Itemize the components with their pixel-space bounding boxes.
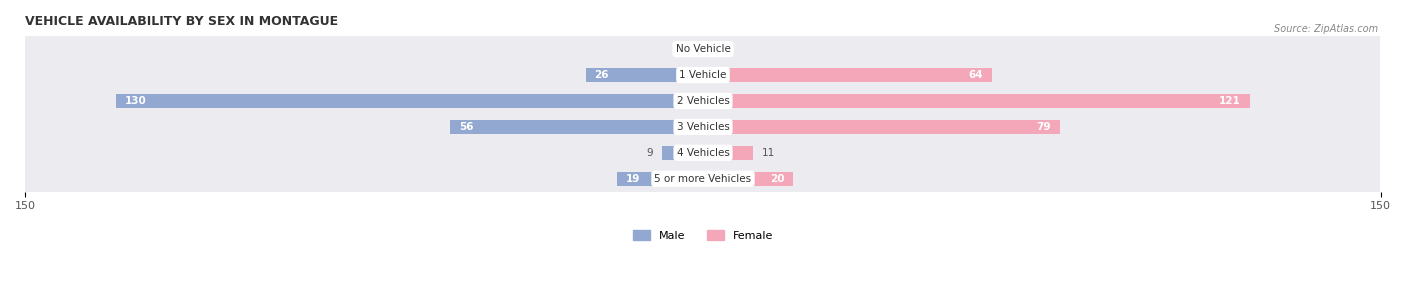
Text: 121: 121 bbox=[1219, 96, 1240, 106]
Text: 11: 11 bbox=[762, 148, 775, 158]
Bar bbox=[703, 68, 993, 82]
Text: 0: 0 bbox=[688, 44, 695, 54]
Bar bbox=[703, 120, 1060, 134]
Text: 4 Vehicles: 4 Vehicles bbox=[676, 148, 730, 158]
Bar bbox=[703, 172, 793, 186]
Bar bbox=[25, 140, 1381, 166]
Bar bbox=[617, 172, 703, 186]
Legend: Male, Female: Male, Female bbox=[628, 226, 778, 245]
Bar bbox=[585, 68, 703, 82]
Text: 56: 56 bbox=[460, 122, 474, 132]
Text: 26: 26 bbox=[595, 70, 609, 80]
Bar bbox=[25, 114, 1381, 140]
Bar bbox=[115, 94, 703, 108]
Text: Source: ZipAtlas.com: Source: ZipAtlas.com bbox=[1274, 24, 1378, 35]
Text: 5 or more Vehicles: 5 or more Vehicles bbox=[654, 174, 752, 184]
Bar bbox=[662, 146, 703, 160]
Text: 19: 19 bbox=[626, 174, 641, 184]
Bar bbox=[25, 62, 1381, 88]
Bar bbox=[25, 88, 1381, 114]
Text: 64: 64 bbox=[969, 70, 983, 80]
Text: 3 Vehicles: 3 Vehicles bbox=[676, 122, 730, 132]
Bar bbox=[703, 94, 1250, 108]
Text: 79: 79 bbox=[1036, 122, 1050, 132]
Text: No Vehicle: No Vehicle bbox=[675, 44, 731, 54]
Bar bbox=[25, 166, 1381, 192]
Text: VEHICLE AVAILABILITY BY SEX IN MONTAGUE: VEHICLE AVAILABILITY BY SEX IN MONTAGUE bbox=[25, 15, 339, 28]
Bar bbox=[450, 120, 703, 134]
Text: 2 Vehicles: 2 Vehicles bbox=[676, 96, 730, 106]
Text: 0: 0 bbox=[711, 44, 718, 54]
Bar bbox=[25, 36, 1381, 62]
Text: 9: 9 bbox=[647, 148, 654, 158]
Bar bbox=[703, 146, 752, 160]
Text: 1 Vehicle: 1 Vehicle bbox=[679, 70, 727, 80]
Text: 20: 20 bbox=[770, 174, 785, 184]
Text: 130: 130 bbox=[125, 96, 146, 106]
